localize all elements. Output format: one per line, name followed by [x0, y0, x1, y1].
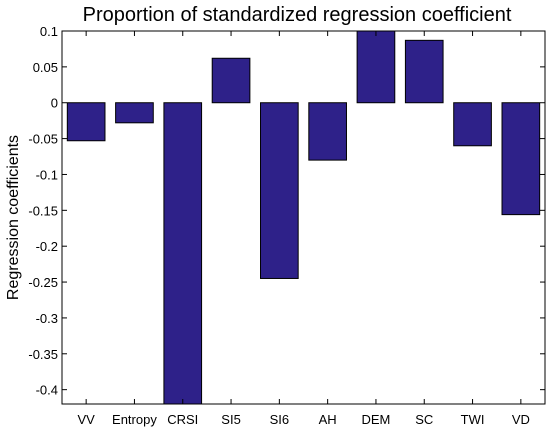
x-tick-label-ah: AH — [319, 412, 337, 427]
bar-si5 — [211, 57, 251, 104]
y-tick-label: -0.15 — [28, 203, 58, 218]
x-tick-label-vv: VV — [77, 412, 95, 427]
bar-vd — [501, 102, 541, 216]
x-tick-label-entropy: Entropy — [112, 412, 157, 427]
x-tick-label-crsi: CRSI — [167, 412, 198, 427]
y-tick-label: -0.4 — [36, 383, 58, 398]
x-tick-label-twi: TWI — [461, 412, 485, 427]
bar-sc — [404, 39, 444, 104]
x-tick-label-vd: VD — [512, 412, 530, 427]
y-axis-ticks — [62, 30, 545, 391]
chart-title: Proportion of standardized regression co… — [83, 4, 512, 26]
y-axis-labels: 0.1 0.05 0 -0.05 -0.1 -0.15 -0.2 -0.25 -0.3 -0.35… — [28, 24, 58, 398]
bar-si6 — [260, 102, 299, 279]
x-tick-label-si6: SI6 — [270, 412, 290, 427]
x-axis-ticks — [85, 31, 522, 404]
x-tick-label-dem: DEM — [362, 412, 391, 427]
y-axis-label: Regression coefficients — [5, 135, 22, 300]
bar-dem — [356, 30, 396, 104]
x-tick-label-si5: SI5 — [221, 412, 241, 427]
y-tick-label: -0.35 — [28, 347, 58, 362]
y-tick-label: 0.05 — [33, 60, 58, 75]
x-axis-labels: VV Entropy CRSI SI5 SI6 AH DEM SC TWI VD — [77, 412, 529, 427]
bar-ah — [308, 102, 347, 161]
y-tick-label: -0.3 — [36, 311, 58, 326]
bar-vv — [66, 102, 106, 142]
y-tick-label: -0.25 — [28, 275, 58, 290]
y-tick-label: -0.05 — [28, 132, 58, 147]
bar-twi — [453, 102, 492, 147]
plot-frame — [61, 30, 546, 405]
x-tick-label-sc: SC — [415, 412, 433, 427]
y-tick-label: 0 — [51, 96, 58, 111]
y-tick-label: -0.1 — [36, 167, 58, 182]
bars-group — [66, 30, 541, 405]
bar-crsi — [163, 102, 203, 405]
y-tick-label: 0.1 — [40, 24, 58, 39]
y-tick-label: -0.2 — [36, 239, 58, 254]
bar-entropy — [115, 102, 154, 124]
